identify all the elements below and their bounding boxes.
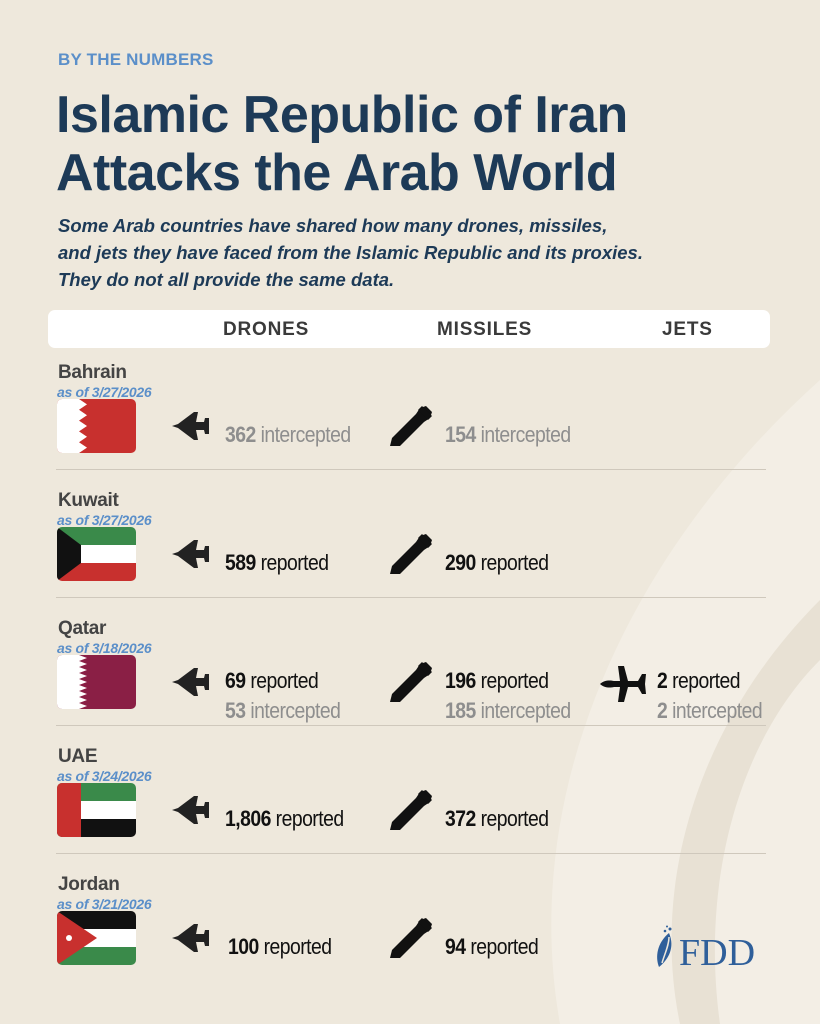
count: 100	[228, 934, 259, 959]
count: 589	[225, 550, 256, 575]
missiles-intercepted-value: 154 intercepted	[445, 422, 571, 448]
country-name: Jordan	[58, 874, 120, 895]
count-label: reported	[470, 934, 539, 959]
drone-icon	[172, 794, 212, 831]
count-label: reported	[250, 668, 319, 693]
row-divider	[56, 853, 766, 854]
count-label: reported	[260, 550, 329, 575]
country-row-qatar: Qatar as of 3/18/2026 69 reported 53 inte…	[0, 618, 820, 746]
subtitle-line: They do not all provide the same data.	[58, 269, 395, 290]
count: 154	[445, 422, 476, 447]
drones-intercepted-value: 362 intercepted	[225, 422, 351, 448]
count: 94	[445, 934, 466, 959]
flag-uae	[57, 783, 136, 837]
country-name: Qatar	[58, 618, 107, 639]
country-row-uae: UAE as of 3/24/2026 1,806 reported 372 re…	[0, 746, 820, 874]
fighter-jet-icon	[600, 662, 648, 711]
count-label: reported	[480, 550, 549, 575]
count-label: intercepted	[480, 698, 572, 723]
column-header-missiles: MISSILES	[437, 319, 533, 340]
count-label: reported	[672, 668, 740, 693]
count-label: reported	[275, 806, 344, 831]
country-name: Bahrain	[58, 362, 127, 383]
missile-icon	[388, 788, 434, 837]
missiles-intercepted-value: 185 intercepted	[445, 698, 571, 724]
drones-reported-value: 589 reported	[225, 550, 329, 576]
missile-icon	[388, 916, 434, 965]
subtitle-line: and jets they have faced from the Islami…	[58, 242, 643, 263]
count-label: intercepted	[672, 698, 763, 723]
row-divider	[56, 725, 766, 726]
subtitle: Some Arab countries have shared how many…	[58, 212, 643, 293]
count: 362	[225, 422, 256, 447]
count: 2	[657, 698, 668, 723]
jets-intercepted-value: 2 intercepted	[657, 698, 763, 724]
fdd-logo: FDD	[655, 925, 770, 975]
subtitle-line: Some Arab countries have shared how many…	[58, 215, 608, 236]
count-label: intercepted	[480, 422, 572, 447]
drone-icon	[172, 410, 212, 447]
country-row-jordan: Jordan as of 3/21/2026 100 reported 94 re…	[0, 874, 820, 1002]
missiles-reported-value: 290 reported	[445, 550, 549, 576]
page-title: Islamic Republic of Iran Attacks the Ara…	[56, 86, 628, 202]
missiles-reported-value: 94 reported	[445, 934, 539, 960]
count-label: reported	[263, 934, 332, 959]
drone-icon	[172, 666, 212, 703]
as-of-date: as of 3/27/2026	[57, 512, 152, 528]
kicker: BY THE NUMBERS	[58, 50, 214, 69]
drones-reported-value: 69 reported	[225, 668, 319, 694]
count: 372	[445, 806, 476, 831]
drones-reported-value: 1,806 reported	[225, 806, 344, 832]
count: 196	[445, 668, 476, 693]
flag-qatar	[57, 655, 136, 709]
count: 2	[657, 668, 668, 693]
flag-jordan	[57, 911, 136, 965]
jets-reported-value: 2 reported	[657, 668, 741, 694]
country-row-kuwait: Kuwait as of 3/27/2026 589 reported 290 r…	[0, 490, 820, 618]
country-row-bahrain: Bahrain as of 3/27/2026 362 intercepted 1…	[0, 362, 820, 490]
as-of-date: as of 3/21/2026	[57, 896, 152, 912]
missile-icon	[388, 660, 434, 709]
missiles-reported-value: 196 reported	[445, 668, 549, 694]
title-line: Islamic Republic of Iran	[56, 86, 628, 144]
count: 290	[445, 550, 476, 575]
drone-icon	[172, 538, 212, 575]
column-header-bar: DRONES MISSILES JETS	[48, 310, 770, 348]
as-of-date: as of 3/18/2026	[57, 640, 152, 656]
as-of-date: as of 3/24/2026	[57, 768, 152, 784]
as-of-date: as of 3/27/2026	[57, 384, 152, 400]
count-label: reported	[480, 806, 549, 831]
row-divider	[56, 469, 766, 470]
title-line: Attacks the Arab World	[56, 144, 618, 202]
missile-icon	[388, 404, 434, 453]
flag-bahrain	[57, 399, 136, 453]
drone-icon	[172, 922, 212, 959]
count: 185	[445, 698, 476, 723]
count-label: reported	[480, 668, 549, 693]
row-divider	[56, 597, 766, 598]
column-header-drones: DRONES	[223, 319, 310, 340]
svg-text:FDD: FDD	[679, 932, 755, 970]
missile-icon	[388, 532, 434, 581]
drones-reported-value: 100 reported	[228, 934, 332, 960]
country-name: UAE	[58, 746, 98, 767]
count: 1,806	[225, 806, 271, 831]
count-label: intercepted	[250, 698, 341, 723]
column-header-jets: JETS	[662, 319, 713, 340]
missiles-reported-value: 372 reported	[445, 806, 549, 832]
count-label: intercepted	[260, 422, 352, 447]
count: 53	[225, 698, 246, 723]
drones-intercepted-value: 53 intercepted	[225, 698, 341, 724]
count: 69	[225, 668, 246, 693]
country-name: Kuwait	[58, 490, 119, 511]
flag-kuwait	[57, 527, 136, 581]
